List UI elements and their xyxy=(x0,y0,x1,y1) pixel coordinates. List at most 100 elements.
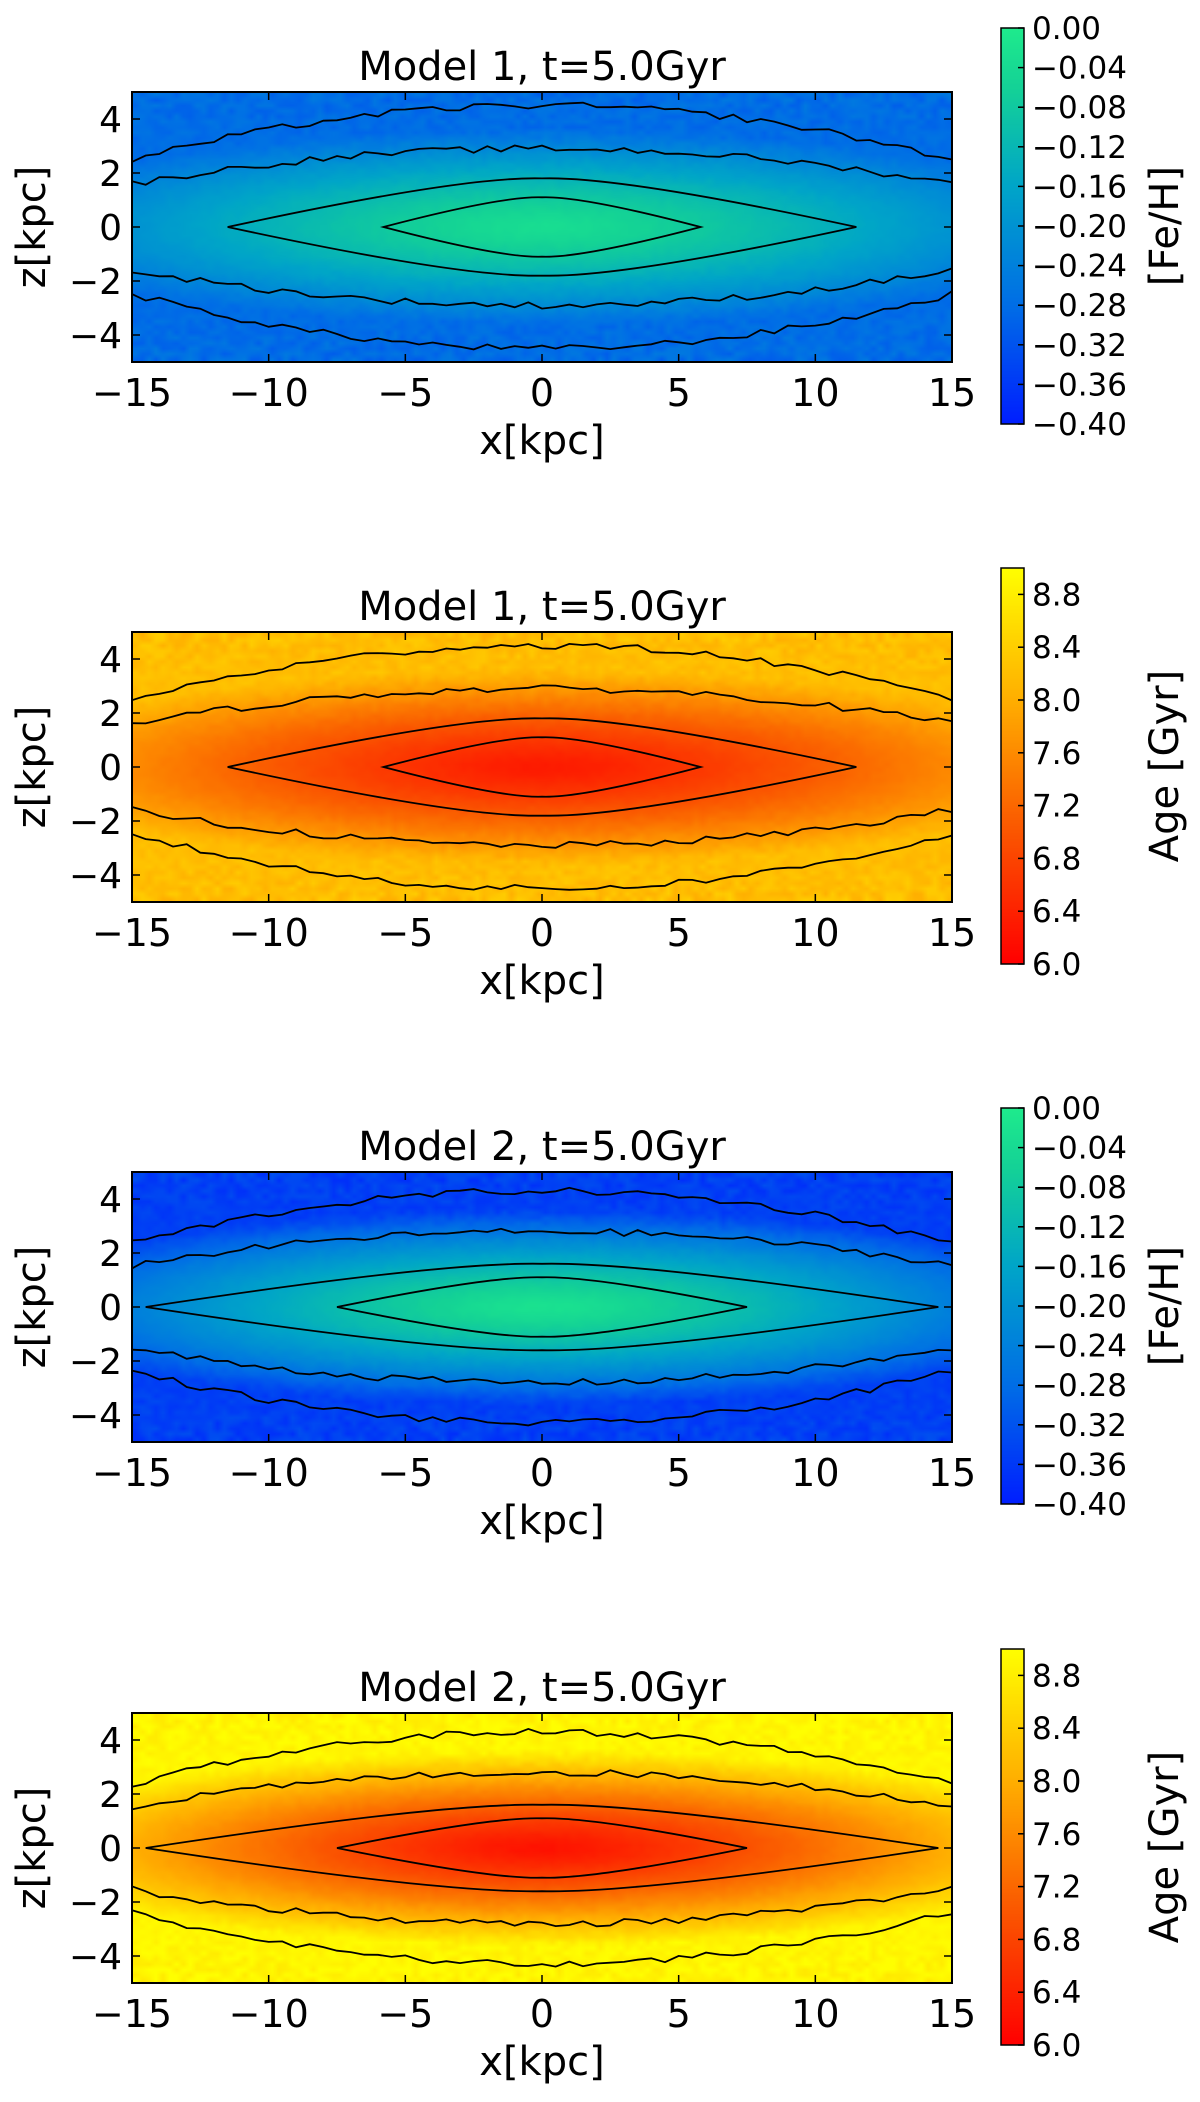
contour-line xyxy=(131,1727,953,1788)
x-tick-label: 5 xyxy=(667,1451,691,1495)
x-tick-label: 15 xyxy=(928,911,976,955)
x-tick-label: 10 xyxy=(791,1451,839,1495)
chart-title: Model 2, t=5.0Gyr xyxy=(358,1124,726,1170)
y-tick-label: −4 xyxy=(69,1396,122,1437)
contour-lines xyxy=(131,1727,953,1968)
x-tick-label: −15 xyxy=(92,371,172,415)
contour-line xyxy=(131,1348,953,1386)
contour-line xyxy=(379,736,705,798)
x-tick-label: 5 xyxy=(667,1992,691,2036)
colorbar-tick-label: 8.8 xyxy=(1032,1658,1081,1694)
colorbar-label: Age [Gyr] xyxy=(1142,1751,1188,1943)
contour-line xyxy=(131,1369,953,1427)
colorbar-tick-label: 8.4 xyxy=(1032,1711,1081,1747)
x-axis-label: x[kpc] xyxy=(479,418,604,464)
y-tick-label: 4 xyxy=(99,640,122,681)
contour-line xyxy=(131,1769,953,1811)
colorbar-tick-label: 6.8 xyxy=(1032,841,1081,877)
y-tick-label: 2 xyxy=(99,1775,122,1816)
colorbar-tick-label: −0.16 xyxy=(1032,1249,1127,1285)
x-tick-label: 5 xyxy=(667,911,691,955)
y-axis-label: z[kpc] xyxy=(9,1787,55,1910)
y-tick-label: −2 xyxy=(69,1883,122,1924)
contour-line xyxy=(131,101,953,163)
y-tick-label: 4 xyxy=(99,100,122,141)
x-tick-label: 5 xyxy=(667,371,691,415)
contour-lines xyxy=(131,642,953,891)
y-tick-label: −4 xyxy=(69,1937,122,1978)
contour-line xyxy=(131,1909,953,1968)
x-tick-label: 0 xyxy=(530,371,554,415)
x-tick-label: −15 xyxy=(92,1992,172,2036)
y-tick-label: 4 xyxy=(99,1180,122,1221)
contour-lines xyxy=(131,1186,953,1427)
y-axis-label: z[kpc] xyxy=(9,1246,55,1369)
x-tick-label: 0 xyxy=(530,1451,554,1495)
y-tick-label: 0 xyxy=(99,748,122,789)
colorbar-tick-label: −0.08 xyxy=(1032,1170,1127,1206)
panel-3: −15 −10 −5 0 5 10 15 4 2 0 −2 −4 Model 2, t=5.0Gyr x[… xyxy=(9,1091,1188,1544)
colorbar-tick-label: 8.4 xyxy=(1032,630,1081,666)
chart-title: Model 1, t=5.0Gyr xyxy=(358,584,726,630)
colorbar-label: Age [Gyr] xyxy=(1142,670,1188,862)
contour-line xyxy=(145,1803,939,1893)
contour-line xyxy=(227,177,857,277)
colorbar-tick-label: −0.28 xyxy=(1032,1368,1127,1404)
colorbar-tick-label: 6.8 xyxy=(1032,1922,1081,1958)
colorbar-tick-label: −0.20 xyxy=(1032,1289,1127,1325)
panel-2: −15 −10 −5 0 5 10 15 4 2 0 −2 −4 Model 1, t=5.0Gyr x[… xyxy=(9,567,1188,1004)
colorbar-tick-label: 6.0 xyxy=(1032,947,1081,983)
colorbar-tick-label: −0.28 xyxy=(1032,288,1127,324)
x-tick-label: 10 xyxy=(791,1992,839,2036)
colorbar-tick-label: −0.16 xyxy=(1032,169,1127,205)
contour-line xyxy=(379,196,705,258)
colorbar-frame xyxy=(1000,567,1025,965)
x-tick-label: 15 xyxy=(928,1451,976,1495)
contour-line xyxy=(131,267,953,310)
colorbar-tick-label: −0.36 xyxy=(1032,1447,1127,1483)
y-tick-label: 0 xyxy=(99,208,122,249)
contour-line xyxy=(145,1262,939,1352)
x-tick-label: −10 xyxy=(229,1992,309,2036)
heatmap-image xyxy=(132,632,952,902)
x-axis-label: x[kpc] xyxy=(479,2039,604,2085)
heatmap-image xyxy=(132,92,952,362)
colorbar-tick-label: −0.40 xyxy=(1032,1487,1127,1523)
y-tick-label: 4 xyxy=(99,1721,122,1762)
y-tick-label: −4 xyxy=(69,316,122,357)
chart-title: Model 1, t=5.0Gyr xyxy=(358,44,726,90)
x-tick-label: −15 xyxy=(92,911,172,955)
colorbar-tick-label: 0.00 xyxy=(1032,1091,1101,1127)
colorbar-tick-label: 8.0 xyxy=(1032,683,1081,719)
panel-4: −15 −10 −5 0 5 10 15 4 2 0 −2 −4 Model 2, t=5.0Gyr x[… xyxy=(9,1648,1188,2085)
x-axis-label: x[kpc] xyxy=(479,958,604,1004)
chart-title: Model 2, t=5.0Gyr xyxy=(358,1665,726,1711)
colorbar-tick-label: −0.12 xyxy=(1032,1210,1127,1246)
colorbar-tick-label: −0.40 xyxy=(1032,407,1127,443)
contour-line xyxy=(336,1817,748,1879)
y-tick-label: 2 xyxy=(99,694,122,735)
contour-line xyxy=(131,1227,953,1270)
colorbar-tick-label: 6.0 xyxy=(1032,2028,1081,2064)
colorbar-tick-label: −0.24 xyxy=(1032,249,1127,285)
contour-line xyxy=(336,1276,748,1338)
contour-line xyxy=(131,290,953,351)
heatmap-image xyxy=(132,1172,952,1442)
x-tick-label: −10 xyxy=(229,911,309,955)
colorbar-tick-label: 8.0 xyxy=(1032,1764,1081,1800)
x-tick-label: 15 xyxy=(928,1992,976,2036)
colorbar-gradient xyxy=(1001,28,1024,424)
y-tick-label: −2 xyxy=(69,802,122,843)
colorbar-tick-label: −0.32 xyxy=(1032,1408,1127,1444)
y-axis-label: z[kpc] xyxy=(9,706,55,829)
colorbar-tick-label: −0.04 xyxy=(1032,51,1127,87)
panel-1: −15 −10 −5 0 5 10 15 4 2 0 −2 −4 Model 1, t=5.0Gyr x[… xyxy=(9,11,1188,464)
colorbar-tick-label: 0.00 xyxy=(1032,11,1101,47)
y-tick-label: 0 xyxy=(99,1288,122,1329)
colorbar-frame xyxy=(1000,1648,1025,2046)
x-tick-label: −5 xyxy=(377,371,433,415)
contour-line xyxy=(131,684,953,725)
x-tick-label: −5 xyxy=(377,1992,433,2036)
colorbar-tick-label: −0.12 xyxy=(1032,130,1127,166)
